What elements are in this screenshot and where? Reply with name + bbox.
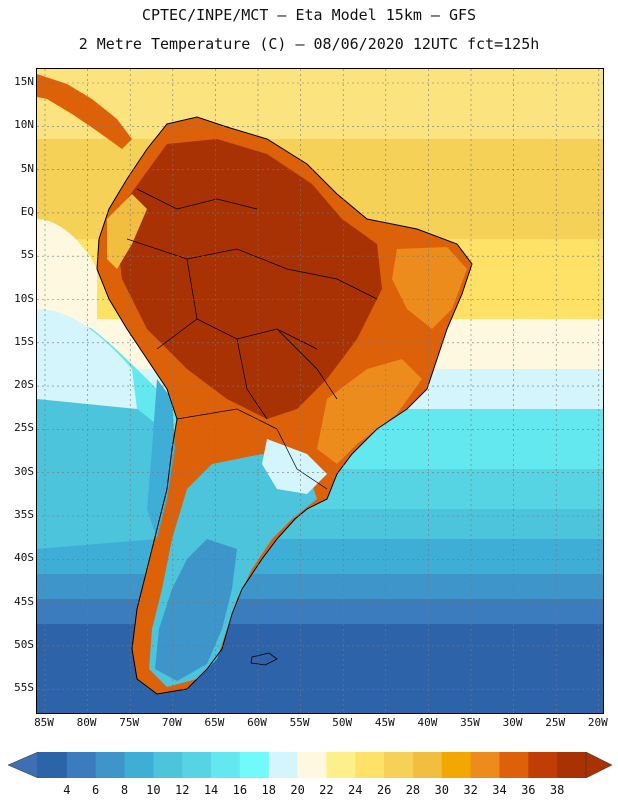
lon-label: 25W (545, 716, 566, 729)
lon-label: 30W (502, 716, 523, 729)
pacific-cool-region (37, 309, 137, 409)
colorbar-low-arrow (8, 752, 39, 778)
warm-northeast (392, 247, 467, 329)
colorbar-segment (38, 752, 68, 778)
coastline (96, 116, 473, 695)
colorbar-label: 28 (405, 783, 421, 797)
lon-label: 70W (161, 716, 182, 729)
colorbar-label: 30 (434, 783, 450, 797)
lat-label: 15N (14, 75, 34, 88)
colorbar-label: 14 (203, 783, 219, 797)
lat-label: EQ (20, 204, 34, 218)
lat-label: 10S (14, 291, 34, 305)
lon-label: 75W (119, 716, 140, 729)
colorbar-label: 4 (63, 783, 71, 797)
lat-label: 25S (14, 421, 34, 435)
andes-cold-strip (147, 379, 175, 539)
lon-label: 65W (204, 716, 225, 729)
lat-label: 45S (14, 594, 34, 608)
lon-label: 85W (34, 716, 54, 729)
colorbar-segment (95, 752, 126, 778)
colorbar-label: 34 (492, 783, 507, 797)
warm-southeast (317, 359, 422, 464)
lat-label: 30S (14, 464, 34, 478)
temperature-map (36, 68, 604, 714)
colorbar-label: 16 (232, 783, 248, 797)
lat-label: 5S (20, 248, 34, 262)
lat-label: 35S (14, 508, 34, 521)
lat-label: 55S (14, 681, 34, 695)
lon-label: 45W (374, 716, 395, 729)
colorbar-segment (182, 752, 212, 778)
temperature-colorbar (8, 752, 612, 778)
pacific-cool-region (37, 219, 97, 329)
falkland-islands (250, 652, 278, 666)
colorbar-segment (239, 752, 270, 778)
colorbar-segment (66, 752, 97, 778)
lon-label: 55W (289, 716, 310, 729)
colorbar-segment (211, 752, 241, 778)
lat-label: 10N (14, 118, 34, 132)
pampa-mild (262, 439, 327, 494)
lon-label: 20W (587, 716, 608, 729)
colorbar-segment (355, 752, 385, 778)
colorbar-segment (499, 752, 529, 778)
colorbar-segment (557, 752, 587, 778)
lon-label: 35W (460, 716, 480, 729)
colorbar-segment (528, 752, 558, 778)
colorbar-segment (326, 752, 356, 778)
colorbar-label: 24 (348, 783, 363, 797)
lat-label: 50S (14, 637, 34, 651)
colorbar-segment (268, 752, 299, 778)
lon-label: 50W (332, 716, 353, 729)
lat-label: 40S (14, 551, 34, 565)
colorbar-label: 36 (521, 783, 536, 797)
colorbar-segment (297, 752, 327, 778)
map-title-line2: 2 Metre Temperature (C) – 08/06/2020 12U… (78, 35, 540, 53)
colorbar-segment (441, 752, 472, 778)
colorbar-label: 26 (376, 783, 392, 797)
hot-interior (117, 139, 382, 419)
map-title-line1: CPTEC/INPE/MCT – Eta Model 15km – GFS (141, 6, 477, 24)
colorbar-segment (384, 752, 414, 778)
lon-label: 60W (247, 716, 267, 729)
colorbar-label: 38 (549, 783, 565, 797)
colorbar-label: 6 (92, 783, 100, 797)
colorbar-segment (412, 752, 443, 778)
colorbar-label: 20 (290, 783, 305, 797)
lat-lon-grid (37, 69, 603, 713)
colorbar-label: 12 (174, 783, 190, 797)
colorbar-segment (153, 752, 183, 778)
pacific-cool-region (37, 369, 162, 549)
colorbar-high-arrow (585, 752, 612, 778)
colorbar-label: 22 (319, 783, 334, 797)
colorbar-segment (124, 752, 154, 778)
lat-label: 15S (14, 334, 34, 348)
colorbar-label: 10 (146, 783, 161, 797)
lat-label: 5N (20, 161, 34, 175)
lat-label: 20S (14, 378, 34, 392)
lon-label: 80W (76, 716, 97, 729)
country-borders (126, 188, 378, 490)
colorbar-label: 8 (120, 783, 129, 797)
cold-patagonia (155, 539, 237, 681)
lon-label: 40W (417, 716, 438, 729)
ocean-band (37, 69, 603, 139)
colorbar-label: 32 (463, 783, 478, 797)
colorbar-label: 18 (261, 783, 276, 797)
colorbar-segment (470, 752, 500, 778)
central-america-land (37, 74, 132, 149)
